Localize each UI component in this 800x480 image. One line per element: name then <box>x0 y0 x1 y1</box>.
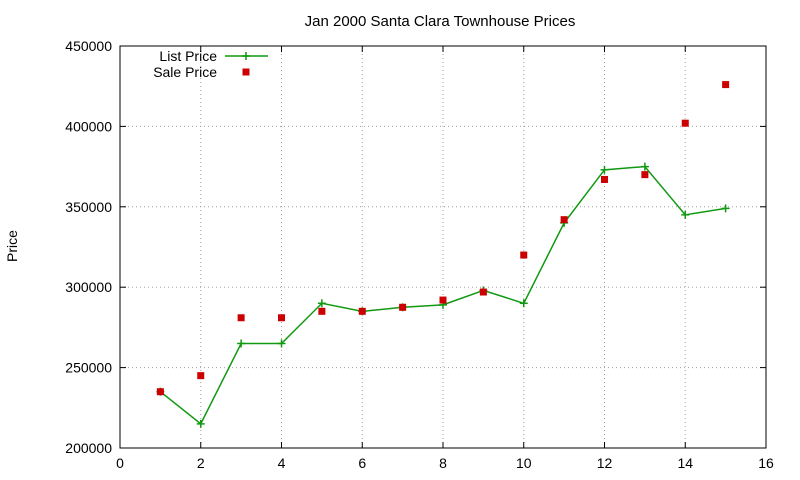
list-price-point <box>519 299 528 308</box>
sale-price-point <box>197 372 205 380</box>
x-tick-label: 16 <box>758 455 774 471</box>
list-price-point <box>721 204 730 213</box>
sale-price-point <box>722 81 730 89</box>
x-tick-label: 12 <box>597 455 613 471</box>
list-price-point <box>640 162 649 171</box>
x-tick-label: 0 <box>116 455 124 471</box>
legend-label-list-price: List Price <box>159 48 217 64</box>
x-tick-label: 8 <box>439 455 447 471</box>
list-price-line <box>159 165 726 426</box>
sale-price-point <box>601 175 608 183</box>
x-tick-label: 14 <box>677 455 693 471</box>
x-tick-label: 6 <box>358 455 366 471</box>
plot-frame <box>119 45 767 449</box>
y-tick-label: 200000 <box>65 440 112 456</box>
axis-ticks <box>119 45 767 449</box>
sale-price-point <box>358 307 366 315</box>
legend-label-sale-price: Sale Price <box>153 64 217 80</box>
list-price-point <box>277 339 286 348</box>
sale-price-point <box>641 171 649 179</box>
series-layer <box>156 81 730 428</box>
list-price-point <box>196 419 205 428</box>
sale-price-point <box>520 251 528 259</box>
list-price-point <box>681 210 690 219</box>
grid-lines <box>120 46 766 448</box>
y-tick-label: 250000 <box>65 360 112 376</box>
y-tick-label: 300000 <box>65 279 112 295</box>
legend-swatch-sale-price <box>242 68 250 76</box>
list-price-point <box>317 299 326 308</box>
y-axis-label: Price <box>4 230 20 262</box>
y-tick-label: 450000 <box>65 38 112 54</box>
sale-price-point <box>237 314 245 322</box>
sale-price-point <box>156 388 164 396</box>
sale-price-point <box>560 216 568 224</box>
x-tick-label: 4 <box>278 455 286 471</box>
sale-price-point <box>681 119 689 127</box>
sale-price-point <box>399 303 407 311</box>
sale-price-point <box>439 296 447 304</box>
list-price-point <box>237 339 246 348</box>
x-tick-label: 10 <box>516 455 532 471</box>
sale-price-point <box>278 314 285 322</box>
chart-title: Jan 2000 Santa Clara Townhouse Prices <box>305 13 576 30</box>
y-tick-label: 350000 <box>65 199 112 215</box>
x-tick-label: 2 <box>197 455 205 471</box>
y-tick-label: 400000 <box>65 118 112 134</box>
sale-price-point <box>318 307 326 315</box>
sale-price-point <box>479 288 487 296</box>
tick-labels: 0 2 4 6 8 10 12 14 16 200000 250000 300000 350000 400… <box>65 38 774 471</box>
list-price-point <box>600 165 609 174</box>
